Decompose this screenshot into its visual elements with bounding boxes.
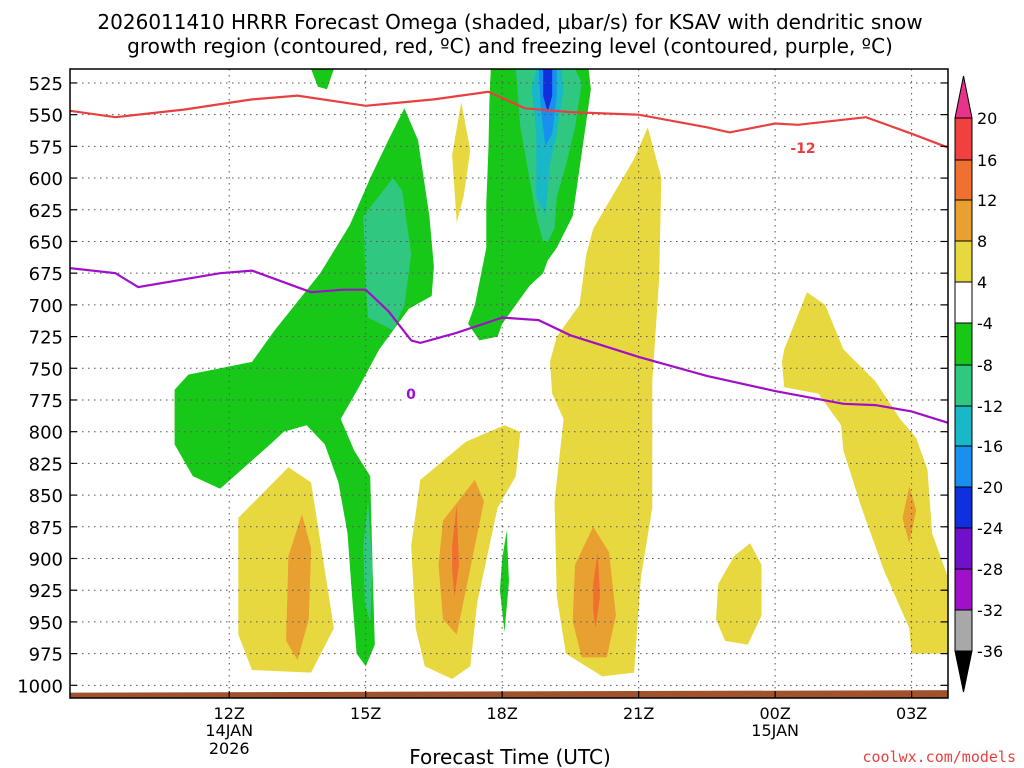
colorbar-label: 20 [977,109,997,128]
y-tick-label: 625 [29,201,63,222]
omega-region-4 [452,505,459,597]
colorbar-label: -12 [977,397,1003,416]
colorbar-swatch-6 [954,364,973,407]
y-tick-label: 700 [29,296,63,317]
colorbar-top-arrow [954,75,973,119]
colorbar-label: 12 [977,191,997,210]
omega-region-9 [716,543,762,645]
y-axis: 525 550 575 600 625 650 675 700 725 750 775 800 825 8… [17,74,948,697]
colorbar-label: -28 [977,560,1003,579]
colorbar-swatch-4 [954,281,973,324]
colorbar-label: -20 [977,478,1003,497]
colorbar-swatch-9 [954,486,973,529]
y-tick-label: 1000 [17,676,63,697]
x-tick-year: 2026 [209,739,250,758]
y-tick-label: 650 [29,232,63,253]
contour-lines [70,90,948,424]
x-tick-sublabel: 14JAN [205,721,253,740]
x-tick-label: 18Z [487,704,518,723]
omega-region-17 [531,69,564,217]
omega-region-13 [363,178,412,331]
y-tick-label: 750 [29,359,63,380]
x-tick-sublabel: 15JAN [751,721,799,740]
y-tick-label: 925 [29,581,63,602]
omega-region-3 [438,479,484,635]
red-contour-label: -12 [790,141,815,157]
y-tick-label: 975 [29,645,63,666]
freezing-level-line [70,267,948,424]
omega-region-6 [549,127,662,677]
x-axis-label: Forecast Time (UTC) [409,745,611,768]
colorbar-swatch-2 [954,199,973,242]
omega-region-0 [238,467,334,673]
x-tick-label: 03Z [896,704,927,723]
colorbar-label: 4 [977,273,987,292]
colorbar-label: -8 [977,356,993,375]
y-tick-label: 800 [29,423,63,444]
y-tick-label: 900 [29,550,63,571]
watermark: coolwx.com/models [862,748,1016,766]
chart-title-line1: 2026011410 HRRR Forecast Omega (shaded, … [97,10,922,34]
y-tick-label: 725 [29,328,63,349]
plot-frame [69,68,949,699]
colorbar-label: -24 [977,519,1003,538]
colorbar-label: -16 [977,437,1003,456]
grid-lines [70,69,948,698]
colorbar-swatch-1 [954,159,973,201]
x-tick-label: 15Z [350,704,381,723]
omega-region-10 [782,292,948,654]
contour-labels: -12 0 [403,139,820,403]
purple-contour-label: 0 [406,387,416,403]
y-tick-label: 550 [29,106,63,127]
colorbar-swatch-10 [954,527,973,570]
y-tick-label: 600 [29,169,63,190]
x-tick-label: 12Z [214,704,245,723]
dendritic-minus12c-line [70,90,948,149]
colorbar-label: -32 [977,601,1003,620]
x-tick-label: 21Z [623,704,654,723]
omega-region-8 [593,552,600,629]
colorbar: 20 16 12 8 4 -4 -8 -12 -16 -20 -24 -28 -32 -36 [954,75,1003,693]
y-tick-label: 775 [29,391,63,412]
colorbar-label: 16 [977,151,997,170]
y-tick-label: 575 [29,137,63,158]
omega-region-21 [311,69,334,90]
colorbar-swatch-7 [954,405,973,447]
colorbar-swatch-5 [954,322,973,366]
ground-surface [70,690,948,698]
omega-region-1 [286,514,312,660]
y-tick-label: 825 [29,454,63,475]
omega-region-20 [499,530,509,633]
x-tick-label: 00Z [759,704,790,723]
omega-region-19 [543,69,553,113]
colorbar-swatch-8 [954,445,973,488]
colorbar-label: -4 [977,314,993,333]
surface-band [70,690,948,698]
omega-region-5 [452,102,471,223]
colorbar-label: -36 [977,642,1003,661]
colorbar-swatch-12 [954,609,973,652]
y-tick-label: 950 [29,613,63,634]
colorbar-label: 8 [977,232,987,251]
colorbar-swatch-11 [954,568,973,611]
colorbar-swatch-0 [954,117,973,161]
y-tick-label: 850 [29,486,63,507]
y-tick-label: 875 [29,518,63,539]
colorbar-bottom-arrow [954,650,973,693]
omega-shading [174,69,948,679]
chart-title-line2: growth region (contoured, red, ºC) and f… [127,34,893,58]
colorbar-swatch-3 [954,240,973,283]
omega-region-11 [902,486,917,544]
y-tick-label: 525 [29,74,63,95]
y-tick-label: 675 [29,264,63,285]
